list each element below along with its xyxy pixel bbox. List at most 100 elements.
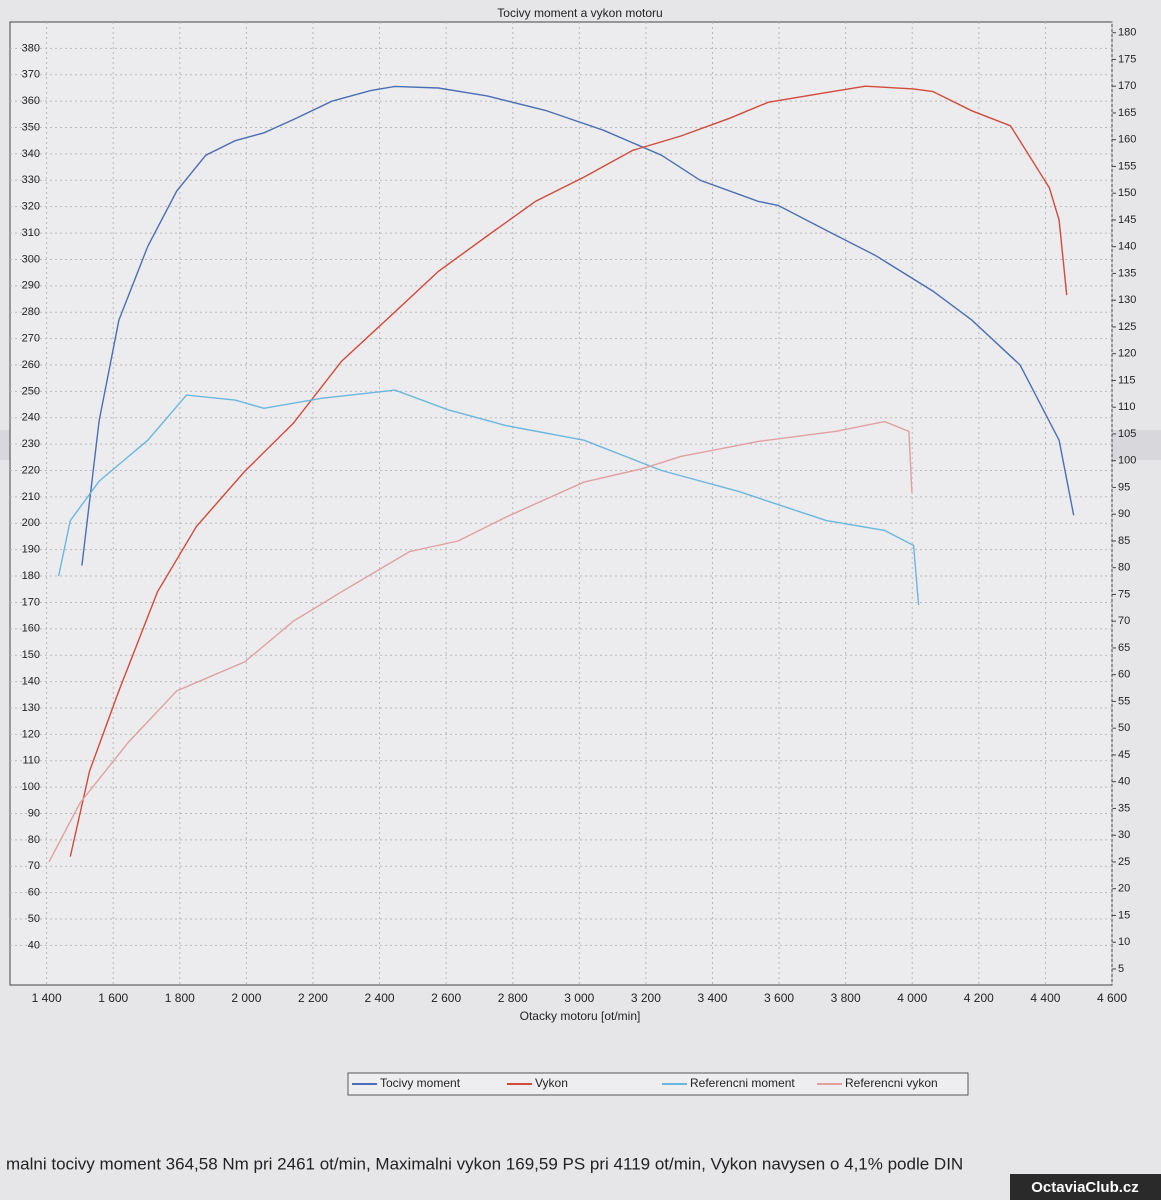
y-tick-label: 160 [22,623,40,635]
y2-tick-label: 175 [1118,53,1136,65]
x-tick-label: 2 600 [431,991,461,1005]
legend-label: Tocivy moment [380,1076,461,1090]
y-tick-label: 210 [22,491,40,503]
y2-tick-label: 150 [1118,187,1136,199]
x-tick-label: 4 200 [964,991,994,1005]
x-tick-label: 2 800 [498,991,528,1005]
y2-tick-label: 135 [1118,267,1136,279]
x-tick-label: 3 200 [631,991,661,1005]
y2-tick-label: 95 [1118,481,1130,493]
x-tick-label: 3 000 [564,991,594,1005]
y-tick-label: 180 [22,570,40,582]
x-tick-label: 3 600 [764,991,794,1005]
series-line [69,85,1068,857]
y-tick-label: 110 [22,755,40,767]
y-tick-label: 220 [22,464,40,476]
y2-tick-label: 105 [1118,428,1136,440]
x-tick-label: 4 000 [897,991,927,1005]
x-tick-label: 2 200 [298,991,328,1005]
y-tick-label: 350 [22,121,40,133]
x-tick-label: 3 400 [697,991,727,1005]
x-tick-label: 1 800 [165,991,195,1005]
y-tick-label: 370 [22,69,40,81]
y-tick-label: 380 [22,42,40,54]
y2-tick-label: 155 [1118,160,1136,172]
y2-tick-label: 125 [1118,321,1136,333]
y2-tick-label: 65 [1118,642,1130,654]
x-tick-label: 2 000 [231,991,261,1005]
watermark-box [1010,1174,1161,1200]
y-tick-label: 120 [22,728,40,740]
series-line [48,420,913,863]
y2-tick-label: 140 [1118,241,1136,253]
y-tick-label: 200 [22,517,40,529]
y-tick-label: 50 [28,913,40,925]
y2-tick-label: 30 [1118,829,1130,841]
x-tick-label: 3 800 [831,991,861,1005]
y2-tick-label: 35 [1118,802,1130,814]
y2-tick-label: 45 [1118,749,1130,761]
y-tick-label: 290 [22,280,40,292]
y2-tick-label: 110 [1118,401,1136,413]
y2-tick-label: 160 [1118,134,1136,146]
x-tick-label: 1 400 [32,991,62,1005]
y2-tick-label: 50 [1118,722,1130,734]
y2-tick-label: 90 [1118,508,1130,520]
y-tick-label: 250 [22,385,40,397]
y2-tick-label: 10 [1118,936,1130,948]
y-tick-label: 170 [22,596,40,608]
y2-tick-label: 100 [1118,455,1136,467]
y-tick-label: 100 [22,781,40,793]
y-tick-label: 80 [28,834,40,846]
chart-title: Tocivy moment a vykon motoru [497,6,662,20]
y2-tick-label: 85 [1118,535,1130,547]
y-tick-label: 260 [22,359,40,371]
y-tick-label: 230 [22,438,40,450]
y2-tick-label: 165 [1118,107,1136,119]
legend-label: Vykon [535,1076,568,1090]
y2-tick-label: 55 [1118,695,1130,707]
footer: malni tocivy moment 364,58 Nm pri 2461 o… [6,1154,963,1173]
y2-tick-label: 70 [1118,615,1130,627]
y-tick-label: 280 [22,306,40,318]
legend [347,1072,969,1096]
y2-tick-label: 5 [1118,963,1124,975]
legend-label: Referencni moment [690,1076,795,1090]
y-tick-label: 150 [22,649,40,661]
legend-label: Referencni vykon [845,1076,938,1090]
y2-tick-label: 80 [1118,562,1130,574]
y-tick-label: 240 [22,412,40,424]
x-tick-label: 2 400 [365,991,395,1005]
y2-tick-label: 145 [1118,214,1136,226]
y-tick-label: 130 [22,702,40,714]
plot-area [9,21,1113,986]
y2-tick-label: 40 [1118,776,1130,788]
watermark: OctaviaClub.cz [1031,1179,1139,1196]
x-axis-label: Otacky motoru [ot/min] [520,1009,641,1023]
y2-tick-label: 60 [1118,669,1130,681]
y2-tick-label: 75 [1118,588,1130,600]
x-tick-label: 4 600 [1097,991,1127,1005]
y2-tick-label: 170 [1118,80,1136,92]
y2-tick-label: 115 [1118,374,1136,386]
y-tick-label: 330 [22,174,40,186]
y-tick-label: 60 [28,887,40,899]
y2-tick-label: 20 [1118,883,1130,895]
y-tick-label: 340 [22,148,40,160]
y-tick-label: 270 [22,333,40,345]
y2-tick-label: 180 [1118,27,1136,39]
y2-tick-label: 25 [1118,856,1130,868]
x-tick-label: 1 600 [98,991,128,1005]
x-tick-label: 4 400 [1030,991,1060,1005]
series-line [57,389,920,606]
y2-tick-label: 130 [1118,294,1136,306]
y-tick-label: 90 [28,807,40,819]
y-tick-label: 140 [22,675,40,687]
y-tick-label: 40 [28,939,40,951]
y-tick-label: 360 [22,95,40,107]
y-tick-label: 190 [22,544,40,556]
y-tick-label: 320 [22,201,40,213]
y-tick-label: 310 [22,227,40,239]
series-line [81,85,1075,566]
